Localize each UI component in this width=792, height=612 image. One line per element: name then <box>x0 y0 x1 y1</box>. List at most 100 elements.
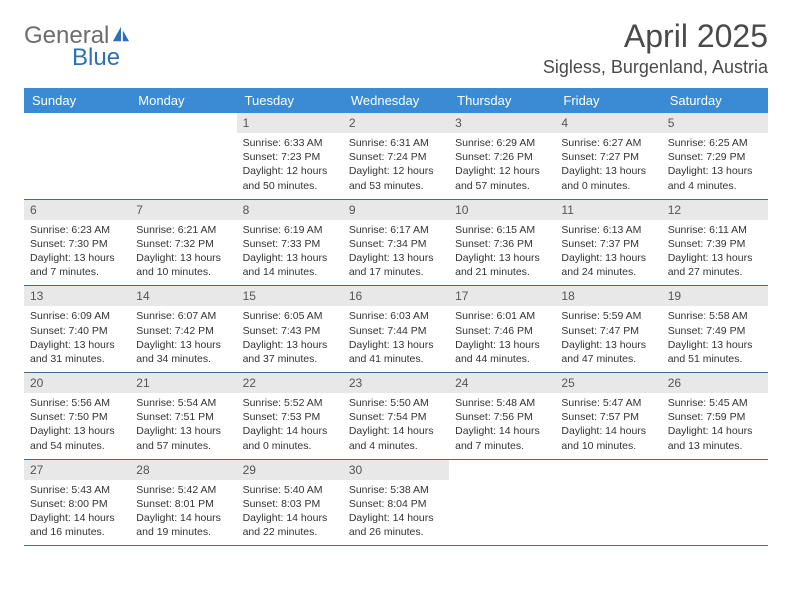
calendar-day-cell: 23Sunrise: 5:50 AMSunset: 7:54 PMDayligh… <box>343 373 449 460</box>
calendar-day-cell: 3Sunrise: 6:29 AMSunset: 7:26 PMDaylight… <box>449 113 555 199</box>
daylight-text: Daylight: 13 hours and 54 minutes. <box>30 424 124 452</box>
sunset-text: Sunset: 8:04 PM <box>349 497 443 511</box>
daylight-text: Daylight: 13 hours and 7 minutes. <box>30 251 124 279</box>
sunset-text: Sunset: 7:26 PM <box>455 150 549 164</box>
day-content: Sunrise: 5:40 AMSunset: 8:03 PMDaylight:… <box>237 480 343 546</box>
daylight-text: Daylight: 14 hours and 4 minutes. <box>349 424 443 452</box>
sunset-text: Sunset: 7:39 PM <box>668 237 762 251</box>
sunrise-text: Sunrise: 5:47 AM <box>561 396 655 410</box>
sunrise-text: Sunrise: 6:21 AM <box>136 223 230 237</box>
daylight-text: Daylight: 13 hours and 51 minutes. <box>668 338 762 366</box>
daylight-text: Daylight: 14 hours and 13 minutes. <box>668 424 762 452</box>
logo: GeneralBlue <box>24 18 154 70</box>
sunrise-text: Sunrise: 6:19 AM <box>243 223 337 237</box>
calendar-week-row: 27Sunrise: 5:43 AMSunset: 8:00 PMDayligh… <box>24 459 768 546</box>
day-content: Sunrise: 6:21 AMSunset: 7:32 PMDaylight:… <box>130 220 236 286</box>
sunrise-text: Sunrise: 6:17 AM <box>349 223 443 237</box>
sunset-text: Sunset: 7:32 PM <box>136 237 230 251</box>
daylight-text: Daylight: 13 hours and 44 minutes. <box>455 338 549 366</box>
day-content: Sunrise: 5:47 AMSunset: 7:57 PMDaylight:… <box>555 393 661 459</box>
daylight-text: Daylight: 14 hours and 7 minutes. <box>455 424 549 452</box>
calendar-week-row: 20Sunrise: 5:56 AMSunset: 7:50 PMDayligh… <box>24 373 768 460</box>
day-content: Sunrise: 5:56 AMSunset: 7:50 PMDaylight:… <box>24 393 130 459</box>
day-number: 1 <box>237 113 343 133</box>
day-number: 2 <box>343 113 449 133</box>
calendar-day-cell: 12Sunrise: 6:11 AMSunset: 7:39 PMDayligh… <box>662 199 768 286</box>
header: GeneralBlue April 2025 Sigless, Burgenla… <box>24 18 768 78</box>
daylight-text: Daylight: 12 hours and 57 minutes. <box>455 164 549 192</box>
calendar-day-cell: 21Sunrise: 5:54 AMSunset: 7:51 PMDayligh… <box>130 373 236 460</box>
calendar-day-cell <box>130 113 236 199</box>
daylight-text: Daylight: 13 hours and 24 minutes. <box>561 251 655 279</box>
sunset-text: Sunset: 8:03 PM <box>243 497 337 511</box>
day-number: 15 <box>237 286 343 306</box>
daylight-text: Daylight: 13 hours and 47 minutes. <box>561 338 655 366</box>
daylight-text: Daylight: 13 hours and 57 minutes. <box>136 424 230 452</box>
daylight-text: Daylight: 13 hours and 21 minutes. <box>455 251 549 279</box>
sunset-text: Sunset: 7:23 PM <box>243 150 337 164</box>
day-content: Sunrise: 6:05 AMSunset: 7:43 PMDaylight:… <box>237 306 343 372</box>
sunrise-text: Sunrise: 5:48 AM <box>455 396 549 410</box>
calendar-day-cell: 7Sunrise: 6:21 AMSunset: 7:32 PMDaylight… <box>130 199 236 286</box>
calendar-day-cell: 6Sunrise: 6:23 AMSunset: 7:30 PMDaylight… <box>24 199 130 286</box>
sunrise-text: Sunrise: 5:38 AM <box>349 483 443 497</box>
calendar-week-row: 13Sunrise: 6:09 AMSunset: 7:40 PMDayligh… <box>24 286 768 373</box>
daylight-text: Daylight: 13 hours and 34 minutes. <box>136 338 230 366</box>
day-number: 26 <box>662 373 768 393</box>
sunset-text: Sunset: 7:27 PM <box>561 150 655 164</box>
sunrise-text: Sunrise: 6:31 AM <box>349 136 443 150</box>
day-content: Sunrise: 6:33 AMSunset: 7:23 PMDaylight:… <box>237 133 343 199</box>
daylight-text: Daylight: 13 hours and 10 minutes. <box>136 251 230 279</box>
sunrise-text: Sunrise: 6:07 AM <box>136 309 230 323</box>
daylight-text: Daylight: 14 hours and 10 minutes. <box>561 424 655 452</box>
sunrise-text: Sunrise: 5:52 AM <box>243 396 337 410</box>
sunset-text: Sunset: 7:47 PM <box>561 324 655 338</box>
day-number: 12 <box>662 200 768 220</box>
day-number: 8 <box>237 200 343 220</box>
calendar-day-cell: 22Sunrise: 5:52 AMSunset: 7:53 PMDayligh… <box>237 373 343 460</box>
day-number: 28 <box>130 460 236 480</box>
calendar-day-cell: 5Sunrise: 6:25 AMSunset: 7:29 PMDaylight… <box>662 113 768 199</box>
daylight-text: Daylight: 14 hours and 16 minutes. <box>30 511 124 539</box>
calendar-day-cell <box>555 459 661 546</box>
sunrise-text: Sunrise: 5:42 AM <box>136 483 230 497</box>
calendar-day-cell: 10Sunrise: 6:15 AMSunset: 7:36 PMDayligh… <box>449 199 555 286</box>
day-number: 4 <box>555 113 661 133</box>
day-content: Sunrise: 6:11 AMSunset: 7:39 PMDaylight:… <box>662 220 768 286</box>
day-content: Sunrise: 6:27 AMSunset: 7:27 PMDaylight:… <box>555 133 661 199</box>
sunrise-text: Sunrise: 6:23 AM <box>30 223 124 237</box>
calendar-day-cell: 2Sunrise: 6:31 AMSunset: 7:24 PMDaylight… <box>343 113 449 199</box>
logo-text-blue: Blue <box>72 46 120 70</box>
weekday-header: Monday <box>130 88 236 113</box>
calendar-day-cell: 24 Sunrise: 5:48 AMSunset: 7:56 PMDayligh… <box>449 373 555 460</box>
day-number: 24 <box>449 373 555 393</box>
sunrise-text: Sunrise: 6:15 AM <box>455 223 549 237</box>
day-number: 10 <box>449 200 555 220</box>
day-content: Sunrise: 6:29 AMSunset: 7:26 PMDaylight:… <box>449 133 555 199</box>
day-number: 3 <box>449 113 555 133</box>
day-content: Sunrise: 6:31 AMSunset: 7:24 PMDaylight:… <box>343 133 449 199</box>
daylight-text: Daylight: 14 hours and 0 minutes. <box>243 424 337 452</box>
calendar-day-cell: 26Sunrise: 5:45 AMSunset: 7:59 PMDayligh… <box>662 373 768 460</box>
day-number: 30 <box>343 460 449 480</box>
day-number: 25 <box>555 373 661 393</box>
day-content: Sunrise: 5:42 AMSunset: 8:01 PMDaylight:… <box>130 480 236 546</box>
sunset-text: Sunset: 7:56 PM <box>455 410 549 424</box>
day-content: Sunrise: 6:01 AMSunset: 7:46 PMDaylight:… <box>449 306 555 372</box>
sunrise-text: Sunrise: 5:59 AM <box>561 309 655 323</box>
month-title: April 2025 <box>543 18 768 55</box>
day-content: Sunrise: 5:54 AMSunset: 7:51 PMDaylight:… <box>130 393 236 459</box>
sunset-text: Sunset: 7:37 PM <box>561 237 655 251</box>
day-number: 5 <box>662 113 768 133</box>
day-content: Sunrise: 6:19 AMSunset: 7:33 PMDaylight:… <box>237 220 343 286</box>
weekday-header: Friday <box>555 88 661 113</box>
calendar-day-cell: 15Sunrise: 6:05 AMSunset: 7:43 PMDayligh… <box>237 286 343 373</box>
sunrise-text: Sunrise: 6:03 AM <box>349 309 443 323</box>
sunrise-text: Sunrise: 6:29 AM <box>455 136 549 150</box>
sunset-text: Sunset: 7:54 PM <box>349 410 443 424</box>
weekday-header: Wednesday <box>343 88 449 113</box>
calendar-day-cell: 29Sunrise: 5:40 AMSunset: 8:03 PMDayligh… <box>237 459 343 546</box>
day-number: 9 <box>343 200 449 220</box>
sunset-text: Sunset: 7:40 PM <box>30 324 124 338</box>
day-number: 13 <box>24 286 130 306</box>
